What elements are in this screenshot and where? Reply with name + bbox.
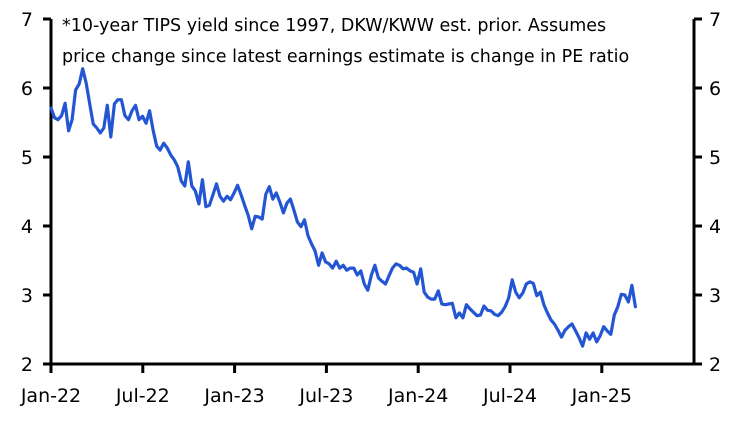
x-tick-label: Jan-23 [203,385,264,407]
x-tick-label: Jan-22 [20,385,81,407]
y-tick-left-label: 2 [21,354,33,376]
annotation-line-2: price change since latest earnings estim… [62,47,629,67]
series-group [49,67,638,348]
x-tick-label: Jan-24 [387,385,448,407]
y-tick-left-label: 6 [21,78,33,100]
x-tick-label: Jul-23 [298,385,353,407]
y-tick-right-label: 2 [709,354,721,376]
y-tick-left-label: 5 [21,147,33,169]
series-line-series-1 [49,67,638,348]
y-tick-right-label: 4 [709,216,721,238]
y-tick-left-label: 7 [21,9,33,31]
x-tick-label: Jan-25 [571,385,632,407]
y-tick-right-label: 3 [709,285,721,307]
y-tick-right-label: 7 [709,9,721,31]
x-tick-label: Jul-22 [115,385,170,407]
y-ticks-right: 2 3 4 5 6 7 [694,9,721,376]
x-ticks: Jan-22 Jul-22 Jan-23 Jul-23 Jan-24 Jul-24 Jan-… [20,364,632,407]
y-tick-left-label: 3 [21,285,33,307]
y-ticks-left: 2 3 4 5 6 7 [21,9,51,376]
y-tick-left-label: 4 [21,216,33,238]
x-tick-label: Jul-24 [482,385,537,407]
annotation-line-1: *10-year TIPS yield since 1997, DKW/KWW … [62,16,606,36]
y-tick-right-label: 6 [709,78,721,100]
y-tick-right-label: 5 [709,147,721,169]
chart-annotation: *10-year TIPS yield since 1997, DKW/KWW … [62,16,629,67]
